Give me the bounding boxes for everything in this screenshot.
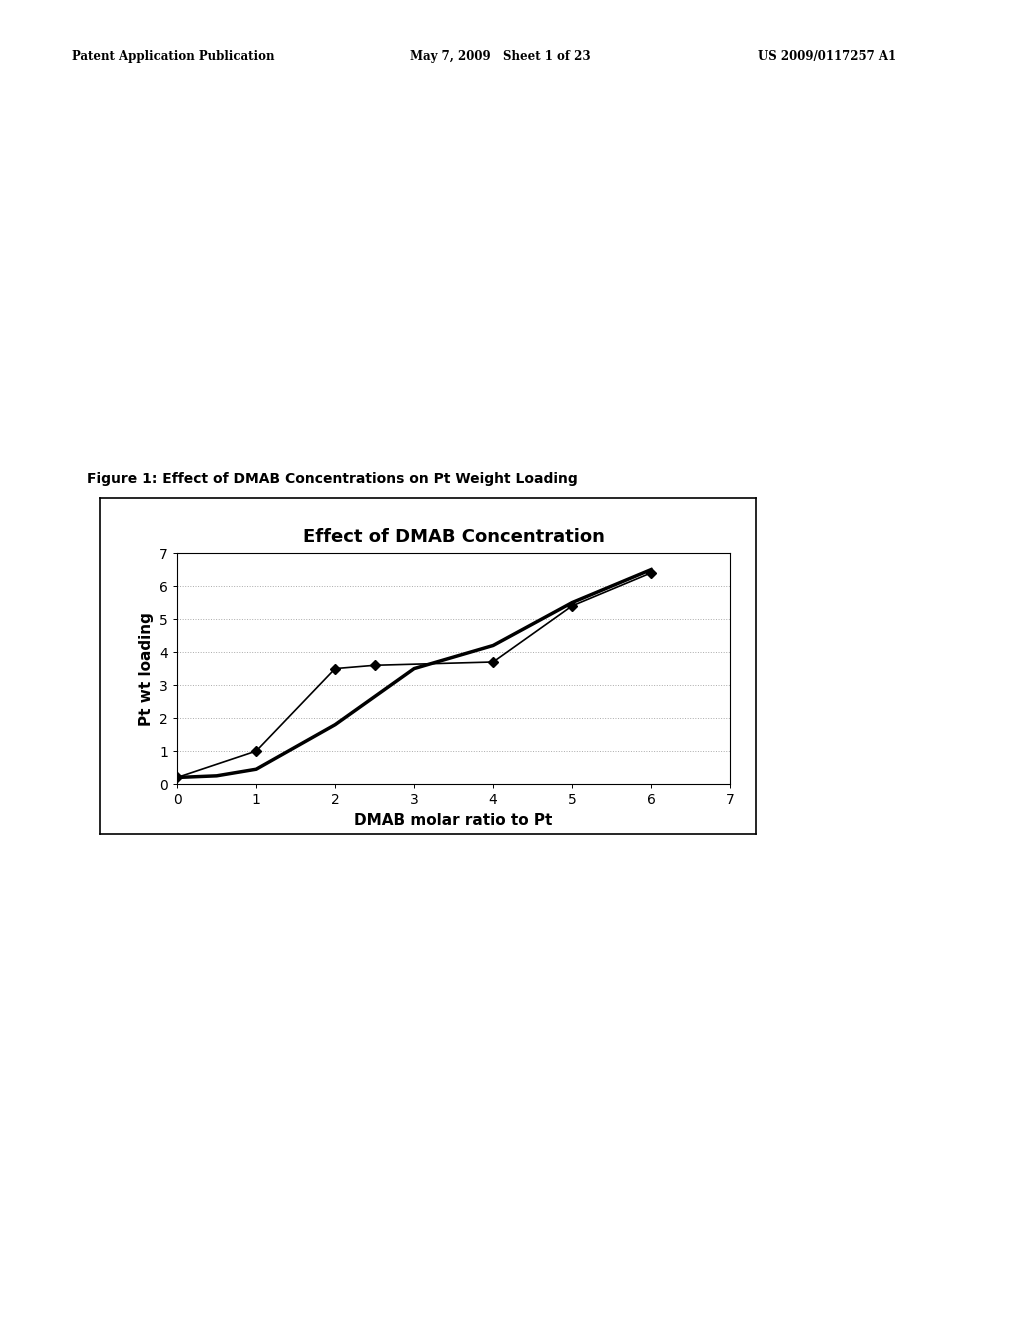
- Title: Effect of DMAB Concentration: Effect of DMAB Concentration: [303, 528, 604, 546]
- X-axis label: DMAB molar ratio to Pt: DMAB molar ratio to Pt: [354, 813, 553, 828]
- Text: May 7, 2009   Sheet 1 of 23: May 7, 2009 Sheet 1 of 23: [410, 50, 590, 63]
- Text: US 2009/0117257 A1: US 2009/0117257 A1: [758, 50, 896, 63]
- Y-axis label: Pt wt loading: Pt wt loading: [138, 611, 154, 726]
- Text: Patent Application Publication: Patent Application Publication: [72, 50, 274, 63]
- Text: Figure 1: Effect of DMAB Concentrations on Pt Weight Loading: Figure 1: Effect of DMAB Concentrations …: [87, 471, 578, 486]
